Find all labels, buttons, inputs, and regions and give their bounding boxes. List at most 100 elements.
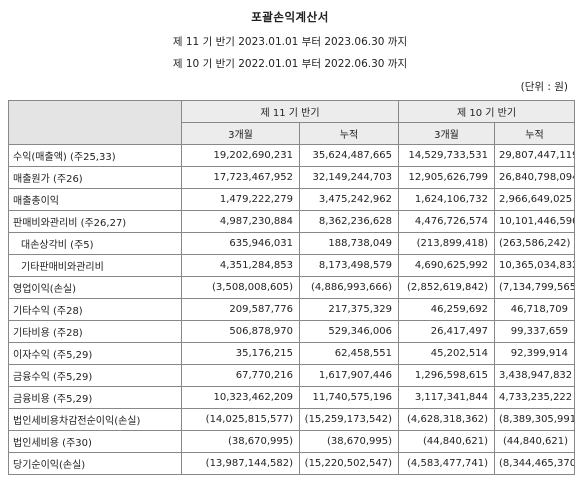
row-label: 대손상각비 (주5) bbox=[8, 232, 182, 255]
current-cumulative-value: 529,346,006 bbox=[299, 320, 399, 343]
prior-cumulative-value: (8,389,305,991) bbox=[494, 408, 575, 431]
current-cumulative-value: 188,738,049 bbox=[299, 232, 399, 255]
unit-label: (단위 : 원) bbox=[520, 81, 568, 93]
current-cumulative-value: 217,375,329 bbox=[299, 298, 399, 321]
row-label: 기타비용 (주28) bbox=[8, 320, 182, 343]
header-prior-cumulative: 누적 bbox=[494, 122, 575, 145]
prior-cumulative-value: 92,399,914 bbox=[494, 342, 575, 365]
row-label: 금융비용 (주5,29) bbox=[8, 386, 182, 409]
current-cumulative-value: 1,617,907,446 bbox=[299, 364, 399, 387]
prior-3m-value: 3,117,341,844 bbox=[398, 386, 495, 409]
table-row: 법인세비용차감전순이익(손실) (14,025,815,577) (15,259,1… bbox=[8, 408, 575, 431]
statement-body: 수익(매출액) (주25,33) 19,202,690,231 35,624,487… bbox=[8, 144, 575, 475]
prior-3m-value: (2,852,619,842) bbox=[398, 276, 495, 299]
current-3m-value: 17,723,467,952 bbox=[181, 166, 300, 189]
header-blank-cell bbox=[8, 100, 182, 145]
row-label: 이자수익 (주5,29) bbox=[8, 342, 182, 365]
prior-cumulative-value: (263,586,242) bbox=[494, 232, 575, 255]
prior-cumulative-value: (8,344,465,370) bbox=[494, 452, 575, 475]
prior-3m-value: 1,624,106,732 bbox=[398, 188, 495, 211]
table-row: 대손상각비 (주5) 635,946,031 188,738,049 (213,899… bbox=[8, 232, 575, 255]
header-current-3m: 3개월 bbox=[181, 122, 300, 145]
prior-3m-value: 26,417,497 bbox=[398, 320, 495, 343]
current-cumulative-value: (15,259,173,542) bbox=[299, 408, 399, 431]
prior-3m-value: 4,476,726,574 bbox=[398, 210, 495, 233]
row-label: 수익(매출액) (주25,33) bbox=[8, 144, 182, 167]
header-current-period: 제 11 기 반기 bbox=[181, 100, 399, 123]
table-row: 이자수익 (주5,29) 35,176,215 62,458,551 45,202,5… bbox=[8, 342, 575, 365]
table-row: 수익(매출액) (주25,33) 19,202,690,231 35,624,487… bbox=[8, 144, 575, 167]
current-3m-value: (14,025,815,577) bbox=[181, 408, 300, 431]
header-row-period: 제 11 기 반기 제 10 기 반기 bbox=[8, 100, 575, 145]
row-label: 매출원가 (주26) bbox=[8, 166, 182, 189]
prior-cumulative-value: 29,807,447,119 bbox=[494, 144, 575, 167]
prior-3m-value: (4,628,318,362) bbox=[398, 408, 495, 431]
prior-cumulative-value: (7,134,799,565) bbox=[494, 276, 575, 299]
row-label: 판매비와관리비 (주26,27) bbox=[8, 210, 182, 233]
prior-cumulative-value: 3,438,947,832 bbox=[494, 364, 575, 387]
current-cumulative-value: 8,173,498,579 bbox=[299, 254, 399, 277]
current-3m-value: 35,176,215 bbox=[181, 342, 300, 365]
current-cumulative-value: 8,362,236,628 bbox=[299, 210, 399, 233]
prior-cumulative-value: (44,840,621) bbox=[494, 430, 575, 453]
current-3m-value: (3,508,008,605) bbox=[181, 276, 300, 299]
current-period: 제 11 기 반기 2023.01.01 부터 2023.06.30 까지 bbox=[172, 36, 408, 48]
current-cumulative-value: (38,670,995) bbox=[299, 430, 399, 453]
prior-3m-value: 4,690,625,992 bbox=[398, 254, 495, 277]
header-prior-3m: 3개월 bbox=[398, 122, 495, 145]
row-label: 매출총이익 bbox=[8, 188, 182, 211]
statement-title: 포괄손익계산서 bbox=[251, 10, 329, 24]
current-cumulative-value: (15,220,502,547) bbox=[299, 452, 399, 475]
prior-cumulative-value: 4,733,235,222 bbox=[494, 386, 575, 409]
header-current-cumulative: 누적 bbox=[299, 122, 399, 145]
table-row: 기타판매비와관리비 4,351,284,853 8,173,498,579 4,690… bbox=[8, 254, 575, 277]
table-row: 매출원가 (주26) 17,723,467,952 32,149,244,703 12… bbox=[8, 166, 575, 189]
table-row: 영업이익(손실) (3,508,008,605) (4,886,993,666) (2… bbox=[8, 276, 575, 299]
current-3m-value: 635,946,031 bbox=[181, 232, 300, 255]
prior-cumulative-value: 2,966,649,025 bbox=[494, 188, 575, 211]
row-label: 기타판매비와관리비 bbox=[8, 254, 182, 277]
current-3m-value: (13,987,144,582) bbox=[181, 452, 300, 475]
header-prior-period: 제 10 기 반기 bbox=[398, 100, 575, 123]
row-label: 기타수익 (주28) bbox=[8, 298, 182, 321]
current-cumulative-value: 32,149,244,703 bbox=[299, 166, 399, 189]
current-3m-value: 209,587,776 bbox=[181, 298, 300, 321]
table-row: 금융수익 (주5,29) 67,770,216 1,617,907,446 1,296… bbox=[8, 364, 575, 387]
table-row: 기타비용 (주28) 506,878,970 529,346,006 26,417,4… bbox=[8, 320, 575, 343]
table-row: 금융비용 (주5,29) 10,323,462,209 11,740,575,196… bbox=[8, 386, 575, 409]
row-label: 법인세비용차감전순이익(손실) bbox=[8, 408, 182, 431]
prior-cumulative-value: 46,718,709 bbox=[494, 298, 575, 321]
table-row: 당기순이익(손실) (13,987,144,582) (15,220,502,547… bbox=[8, 452, 575, 475]
prior-3m-value: 14,529,733,531 bbox=[398, 144, 495, 167]
prior-period: 제 10 기 반기 2022.01.01 부터 2022.06.30 까지 bbox=[172, 58, 408, 70]
row-label: 영업이익(손실) bbox=[8, 276, 182, 299]
current-cumulative-value: 11,740,575,196 bbox=[299, 386, 399, 409]
current-3m-value: 4,351,284,853 bbox=[181, 254, 300, 277]
prior-cumulative-value: 99,337,659 bbox=[494, 320, 575, 343]
current-3m-value: 19,202,690,231 bbox=[181, 144, 300, 167]
table-row: 기타수익 (주28) 209,587,776 217,375,329 46,259,6… bbox=[8, 298, 575, 321]
table-row: 매출총이익 1,479,222,279 3,475,242,962 1,624,106… bbox=[8, 188, 575, 211]
prior-3m-value: (44,840,621) bbox=[398, 430, 495, 453]
current-cumulative-value: 62,458,551 bbox=[299, 342, 399, 365]
current-3m-value: 10,323,462,209 bbox=[181, 386, 300, 409]
prior-cumulative-value: 10,365,034,832 bbox=[494, 254, 575, 277]
prior-3m-value: (4,583,477,741) bbox=[398, 452, 495, 475]
prior-cumulative-value: 26,840,798,094 bbox=[494, 166, 575, 189]
current-3m-value: 67,770,216 bbox=[181, 364, 300, 387]
row-label: 금융수익 (주5,29) bbox=[8, 364, 182, 387]
row-label: 법인세비용 (주30) bbox=[8, 430, 182, 453]
current-cumulative-value: (4,886,993,666) bbox=[299, 276, 399, 299]
row-label: 당기순이익(손실) bbox=[8, 452, 182, 475]
current-3m-value: 506,878,970 bbox=[181, 320, 300, 343]
income-statement-table: 제 11 기 반기 제 10 기 반기 3개월 누적 3개월 누적 수익(매출액… bbox=[8, 100, 575, 475]
current-3m-value: 4,987,230,884 bbox=[181, 210, 300, 233]
current-3m-value: (38,670,995) bbox=[181, 430, 300, 453]
table-row: 판매비와관리비 (주26,27) 4,987,230,884 8,362,236,6… bbox=[8, 210, 575, 233]
current-cumulative-value: 35,624,487,665 bbox=[299, 144, 399, 167]
current-cumulative-value: 3,475,242,962 bbox=[299, 188, 399, 211]
prior-3m-value: (213,899,418) bbox=[398, 232, 495, 255]
prior-3m-value: 45,202,514 bbox=[398, 342, 495, 365]
prior-cumulative-value: 10,101,446,590 bbox=[494, 210, 575, 233]
current-3m-value: 1,479,222,279 bbox=[181, 188, 300, 211]
